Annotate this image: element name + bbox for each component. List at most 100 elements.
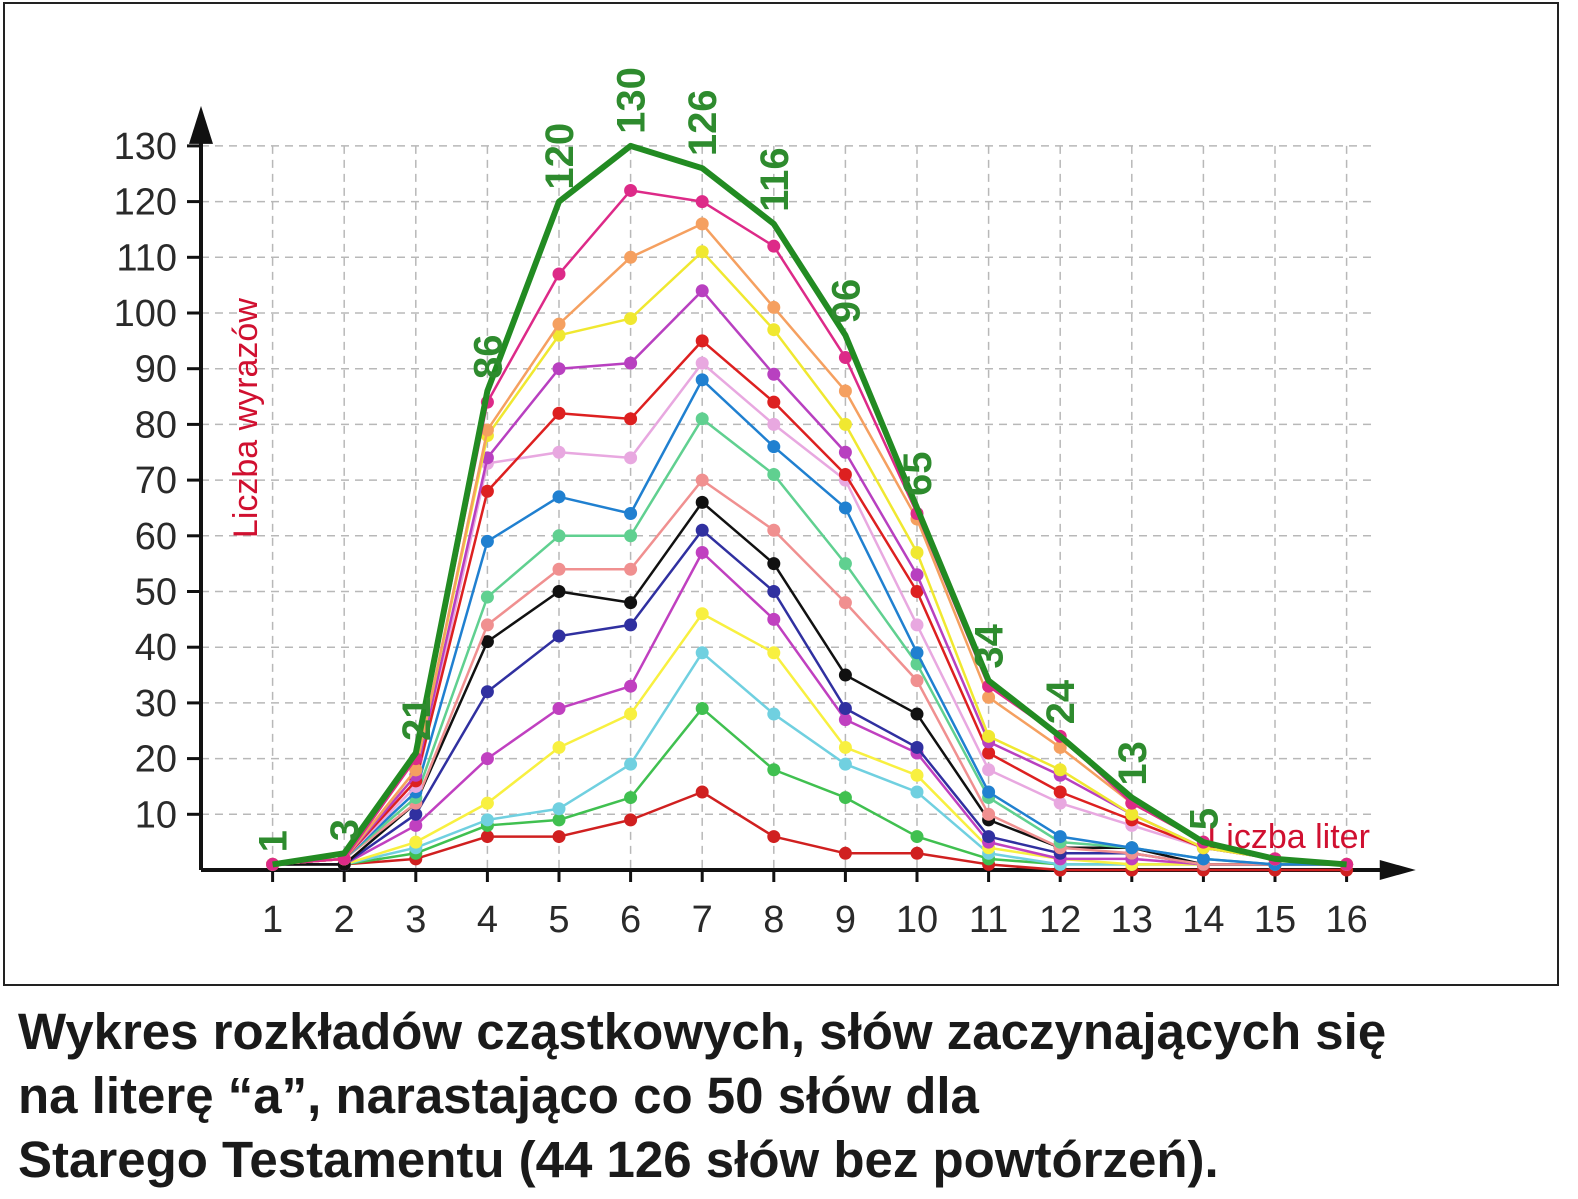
series-2-point-5 bbox=[552, 267, 566, 281]
peak-label-14: 5 bbox=[1182, 808, 1226, 830]
series-7-point-5 bbox=[552, 445, 566, 459]
series-11-point-4 bbox=[480, 635, 494, 649]
grid bbox=[201, 145, 1374, 870]
series-2-point-8 bbox=[767, 239, 781, 253]
series-15-point-8 bbox=[767, 707, 781, 721]
series-3-point-5 bbox=[552, 317, 566, 331]
x-tick-label-8: 8 bbox=[763, 899, 784, 941]
y-tick-label-10: 10 bbox=[135, 794, 177, 836]
series-14-point-7 bbox=[695, 607, 709, 621]
series-5-point-6 bbox=[624, 356, 638, 370]
series-13-line bbox=[272, 551, 1347, 866]
series-6-point-6 bbox=[624, 412, 638, 426]
series-14-point-4 bbox=[480, 796, 494, 810]
figure-caption: Wykres rozkładów cząstkowych, słów zaczy… bbox=[18, 1000, 1568, 1192]
series-15-point-7 bbox=[695, 646, 709, 660]
series-6-line bbox=[272, 339, 1347, 866]
caption-line-3: Starego Testamentu (44 126 słów bez powt… bbox=[18, 1131, 1219, 1188]
series-8-point-11 bbox=[982, 785, 996, 799]
series-9-point-8 bbox=[767, 468, 781, 482]
y-tick-label-100: 100 bbox=[114, 293, 177, 335]
series-11-point-6 bbox=[624, 596, 638, 610]
series-17-point-8 bbox=[767, 830, 781, 844]
series-12-point-9 bbox=[838, 701, 852, 715]
series-16-point-10 bbox=[910, 830, 924, 844]
series-12-point-7 bbox=[695, 523, 709, 537]
series-16-point-9 bbox=[838, 791, 852, 805]
series-14-point-5 bbox=[552, 740, 566, 754]
series-3-point-7 bbox=[695, 217, 709, 231]
x-tick-label-14: 14 bbox=[1182, 899, 1224, 941]
series-7-point-12 bbox=[1053, 796, 1067, 810]
series-14-point-9 bbox=[838, 740, 852, 754]
series-8-point-10 bbox=[910, 646, 924, 660]
caption-line-2: na literę “a”, narastająco co 50 słów dl… bbox=[18, 1067, 979, 1124]
series-8-line bbox=[272, 378, 1347, 866]
y-tick-label-20: 20 bbox=[135, 739, 177, 781]
x-tick-label-10: 10 bbox=[896, 899, 938, 941]
peak-label-1: 1 bbox=[252, 830, 296, 852]
series-8-point-12 bbox=[1053, 830, 1067, 844]
series-7-line bbox=[272, 361, 1347, 866]
series-6-point-4 bbox=[480, 484, 494, 498]
x-tick-label-1: 1 bbox=[262, 899, 283, 941]
series-8-point-9 bbox=[838, 501, 852, 515]
series-13-point-8 bbox=[767, 612, 781, 626]
y-tick-label-60: 60 bbox=[135, 516, 177, 558]
series-13-point-9 bbox=[838, 713, 852, 727]
x-tick-label-5: 5 bbox=[548, 899, 569, 941]
series-14-point-8 bbox=[767, 646, 781, 660]
x-tick-label-12: 12 bbox=[1039, 899, 1081, 941]
series-7-point-8 bbox=[767, 417, 781, 431]
series-8-point-8 bbox=[767, 440, 781, 454]
series-11-point-9 bbox=[838, 668, 852, 682]
series-4-line bbox=[272, 250, 1347, 866]
series-2-point-6 bbox=[624, 183, 638, 197]
series-10-point-10 bbox=[910, 674, 924, 688]
series-9-line bbox=[272, 417, 1347, 866]
series-12-point-10 bbox=[910, 740, 924, 754]
series-4-point-13 bbox=[1125, 807, 1139, 821]
series-4 bbox=[266, 245, 1354, 871]
y-tick-label-90: 90 bbox=[135, 349, 177, 391]
series-9-point-7 bbox=[695, 412, 709, 426]
series-7-point-6 bbox=[624, 451, 638, 465]
series-5-point-10 bbox=[910, 568, 924, 582]
series-11-point-5 bbox=[552, 585, 566, 598]
series-4-point-7 bbox=[695, 245, 709, 259]
y-tick-label-80: 80 bbox=[135, 404, 177, 446]
series-3-point-3 bbox=[409, 763, 423, 777]
series-15-point-9 bbox=[838, 757, 852, 771]
series-4-point-9 bbox=[838, 417, 852, 431]
y-tick-label-70: 70 bbox=[135, 460, 177, 502]
x-axis-arrow bbox=[1379, 860, 1416, 880]
peak-label-12: 24 bbox=[1039, 679, 1083, 724]
peak-label-5: 120 bbox=[538, 123, 582, 190]
x-tick-label-4: 4 bbox=[477, 899, 498, 941]
x-tick-label-16: 16 bbox=[1325, 899, 1367, 941]
series-10-point-8 bbox=[767, 523, 781, 537]
series-10-point-4 bbox=[480, 618, 494, 632]
y-tick-label-40: 40 bbox=[135, 627, 177, 669]
peak-label-3: 21 bbox=[395, 697, 439, 742]
series-9-point-9 bbox=[838, 557, 852, 571]
y-tick-label-50: 50 bbox=[135, 572, 177, 614]
series-8-point-14 bbox=[1196, 852, 1210, 866]
series-6-point-12 bbox=[1053, 785, 1067, 799]
series-10-point-11 bbox=[982, 807, 996, 821]
series-16-point-6 bbox=[624, 791, 638, 805]
series-2-point-7 bbox=[695, 195, 709, 209]
series-13-point-5 bbox=[552, 701, 566, 715]
series-12-point-4 bbox=[480, 685, 494, 699]
series-10-point-9 bbox=[838, 596, 852, 610]
series-17-point-10 bbox=[910, 846, 924, 860]
series-9 bbox=[266, 412, 1354, 871]
series-17-point-7 bbox=[695, 785, 709, 799]
series-3-point-9 bbox=[838, 384, 852, 398]
series-15-point-6 bbox=[624, 757, 638, 771]
series-14-point-3 bbox=[409, 835, 423, 849]
series-6-point-7 bbox=[695, 334, 709, 348]
series-1-line bbox=[272, 142, 1347, 868]
series-3-point-6 bbox=[624, 250, 638, 264]
